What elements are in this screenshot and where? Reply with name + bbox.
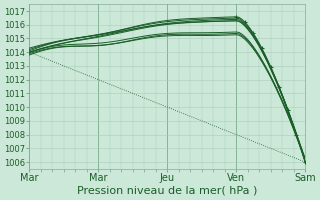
X-axis label: Pression niveau de la mer( hPa ): Pression niveau de la mer( hPa ) [77, 186, 257, 196]
